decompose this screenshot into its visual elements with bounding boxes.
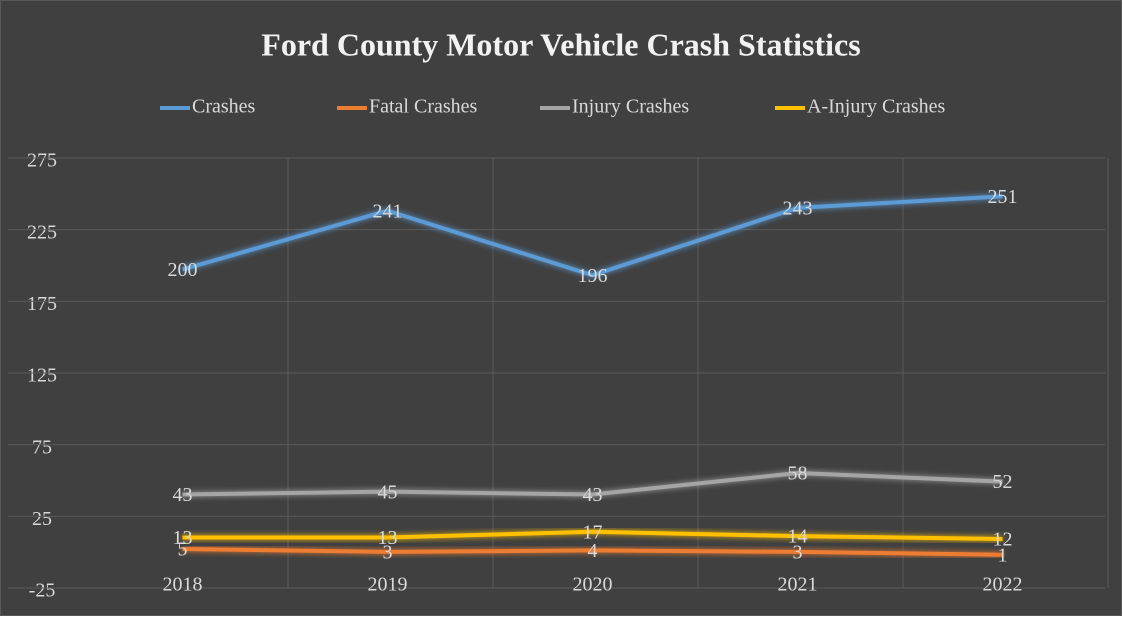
data-label: 12 — [993, 529, 1013, 551]
legend-label: Crashes — [192, 96, 256, 118]
data-label: 58 — [788, 463, 808, 485]
x-tick-label: 2022 — [983, 574, 1023, 596]
data-label: 5 — [178, 539, 188, 561]
x-tick-label: 2018 — [163, 574, 203, 596]
data-label: 1 — [998, 544, 1008, 566]
x-tick-label: 2021 — [778, 574, 818, 596]
legend-label: Injury Crashes — [572, 96, 689, 118]
series-line — [181, 194, 1003, 278]
x-tick-label: 2019 — [368, 574, 408, 596]
y-tick-label: 225 — [27, 221, 57, 243]
data-label: 251 — [988, 186, 1018, 208]
data-label: 14 — [788, 526, 808, 548]
series-line — [182, 471, 1003, 497]
data-label: 17 — [583, 521, 603, 543]
y-tick-label: 75 — [32, 436, 52, 458]
y-tick-label: 25 — [32, 508, 52, 530]
y-tick-label: 125 — [27, 365, 57, 387]
data-label: 243 — [783, 197, 813, 219]
data-label: 45 — [378, 481, 398, 503]
y-tick-label: 175 — [27, 293, 57, 315]
data-label: 13 — [173, 527, 193, 549]
data-label: 241 — [373, 200, 403, 222]
legend-label: A-Injury Crashes — [807, 96, 946, 118]
data-label: 200 — [168, 259, 198, 281]
y-tick-label: -25 — [29, 580, 56, 602]
data-label: 3 — [793, 541, 803, 563]
data-label: 3 — [383, 541, 393, 563]
series-line — [182, 529, 1003, 541]
data-label: 52 — [993, 471, 1013, 493]
x-tick-label: 2020 — [573, 574, 613, 596]
data-label: 43 — [173, 484, 193, 506]
y-tick-label: 275 — [27, 150, 57, 172]
chart-title: Ford County Motor Vehicle Crash Statisti… — [261, 26, 860, 62]
data-label: 4 — [588, 540, 598, 562]
series-line — [182, 547, 1003, 557]
data-label: 43 — [583, 484, 603, 506]
data-label: 13 — [378, 527, 398, 549]
data-label: 196 — [578, 265, 608, 287]
legend-label: Fatal Crashes — [369, 96, 478, 118]
